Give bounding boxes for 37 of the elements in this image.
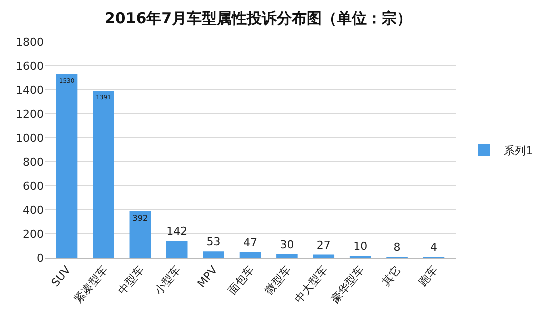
x-tick-label: 跑车 [416, 264, 440, 290]
x-tick-label: 面包车 [226, 264, 258, 298]
bar [240, 252, 262, 258]
x-tick-label: 小型车 [152, 264, 184, 298]
chart-title: 2016年7月车型属性投诉分布图（单位：宗） [104, 10, 412, 28]
y-tick-label: 1200 [16, 108, 44, 121]
bar [276, 254, 298, 258]
x-tick-label: 其它 [380, 264, 404, 290]
x-tick-label: 中型车 [116, 264, 147, 298]
y-tick-label: 800 [23, 156, 44, 169]
bar [313, 254, 335, 258]
data-label: 10 [354, 240, 368, 253]
y-tick-label: 1800 [16, 36, 44, 49]
bar [56, 74, 78, 258]
y-tick-label: 0 [37, 252, 44, 265]
y-tick-label: 1400 [16, 84, 44, 97]
x-tick-label: 中大型车 [292, 264, 330, 306]
bar [130, 210, 152, 258]
x-tick-label: 紧凑型车 [72, 264, 110, 306]
data-label: 53 [206, 236, 221, 249]
data-label: 47 [244, 236, 258, 250]
bar [166, 240, 188, 258]
data-label: 30 [280, 238, 294, 252]
y-tick-label: 400 [23, 204, 44, 217]
x-tick-label: 豪华型车 [328, 264, 368, 306]
y-tick-label: 200 [23, 228, 44, 241]
y-tick-label: 1000 [16, 132, 44, 145]
legend-label: 系列1 [504, 144, 534, 158]
bar [93, 91, 114, 258]
y-tick-label: 600 [23, 180, 44, 193]
data-label: 4 [430, 241, 438, 254]
data-label: 8 [394, 241, 401, 254]
data-label: 27 [316, 238, 331, 252]
y-tick-label: 1600 [16, 60, 44, 73]
bar [203, 252, 224, 258]
data-label: 142 [166, 224, 188, 238]
x-tick-label: 微型车 [262, 264, 294, 298]
